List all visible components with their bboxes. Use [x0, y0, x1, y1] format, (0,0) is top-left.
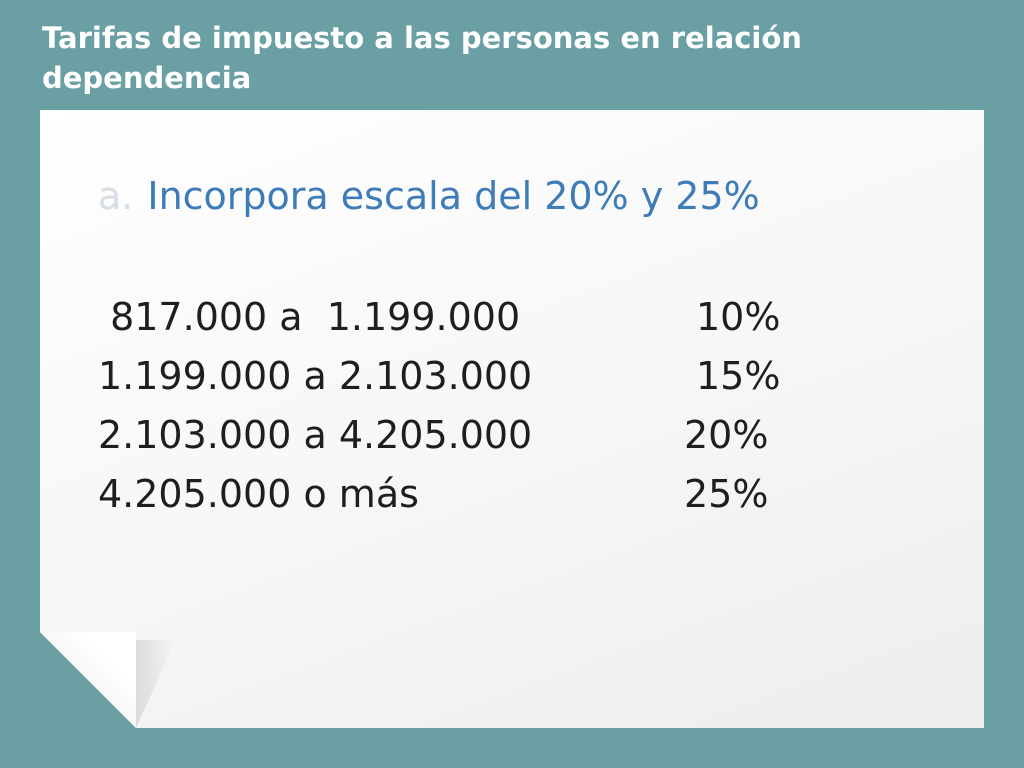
slide-title: Tarifas de impuesto a las personas en re…	[42, 21, 802, 95]
income-range: 4.205.000 o más	[98, 472, 419, 516]
income-range: 1.199.000 a 2.103.000	[98, 354, 533, 398]
subheading-text: Incorpora escala del 20% y 25%	[147, 174, 760, 218]
rate-row: 817.000 a 1.199.000 10%	[98, 288, 780, 347]
rate-row: 4.205.000 o más 25%	[98, 465, 768, 524]
rate-percent: 25%	[684, 472, 769, 516]
rate-percent: 10%	[696, 295, 781, 339]
rate-percent: 15%	[696, 354, 781, 398]
income-range: 2.103.000 a 4.205.000	[98, 413, 533, 457]
income-range: 817.000 a 1.199.000	[98, 295, 521, 339]
list-marker: a.	[98, 174, 134, 218]
tax-rate-table: 817.000 a 1.199.000 10% 1.199.000 a 2.10…	[98, 288, 780, 524]
content-card	[40, 110, 984, 728]
rate-percent: 20%	[684, 413, 769, 457]
list-item-heading: a. Incorpora escala del 20% y 25%	[98, 170, 760, 222]
rate-row: 1.199.000 a 2.103.000 15%	[98, 347, 780, 406]
rate-row: 2.103.000 a 4.205.000 20%	[98, 406, 768, 465]
